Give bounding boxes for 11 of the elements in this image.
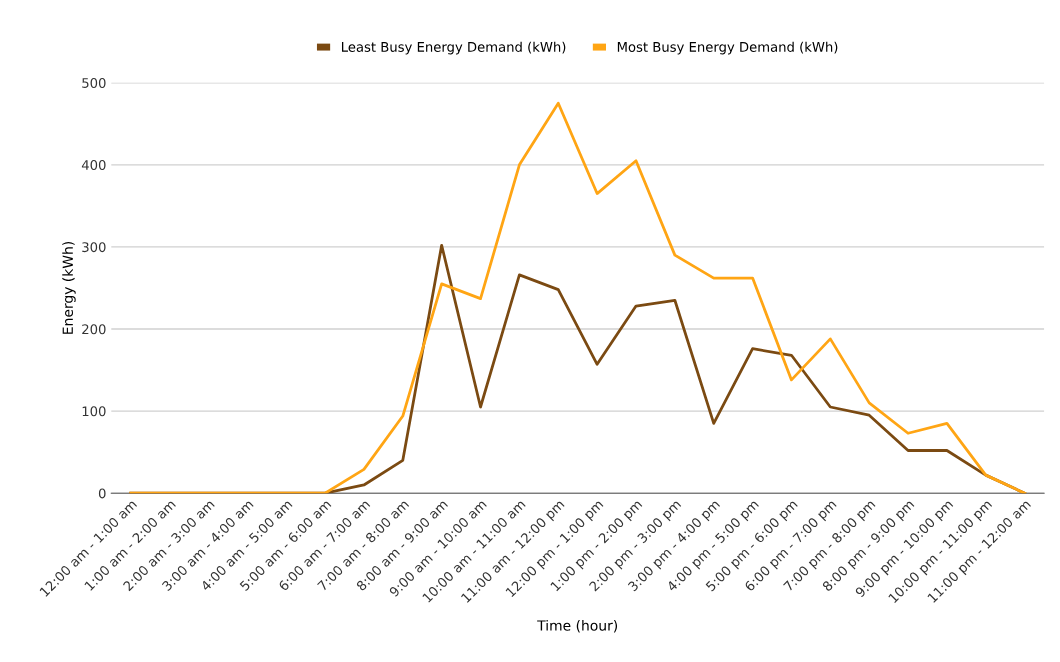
y-tick-label: 200 — [82, 324, 106, 335]
line-series — [129, 101, 1027, 494]
legend-label: Least Busy Energy Demand (kWh) — [342, 41, 566, 55]
legend-label: Most Busy Energy Demand (kWh) — [617, 41, 838, 55]
x-axis-title: Time (hour) — [537, 619, 618, 633]
y-tick-label: 400 — [81, 160, 106, 171]
y-tick-label: 300 — [82, 242, 106, 253]
y-tick-label: 100 — [82, 406, 106, 417]
y-tick-label: 0 — [98, 488, 106, 499]
y-axis-title: Energy (kWh) — [62, 241, 76, 334]
y-tick-label: 500 — [82, 77, 106, 88]
